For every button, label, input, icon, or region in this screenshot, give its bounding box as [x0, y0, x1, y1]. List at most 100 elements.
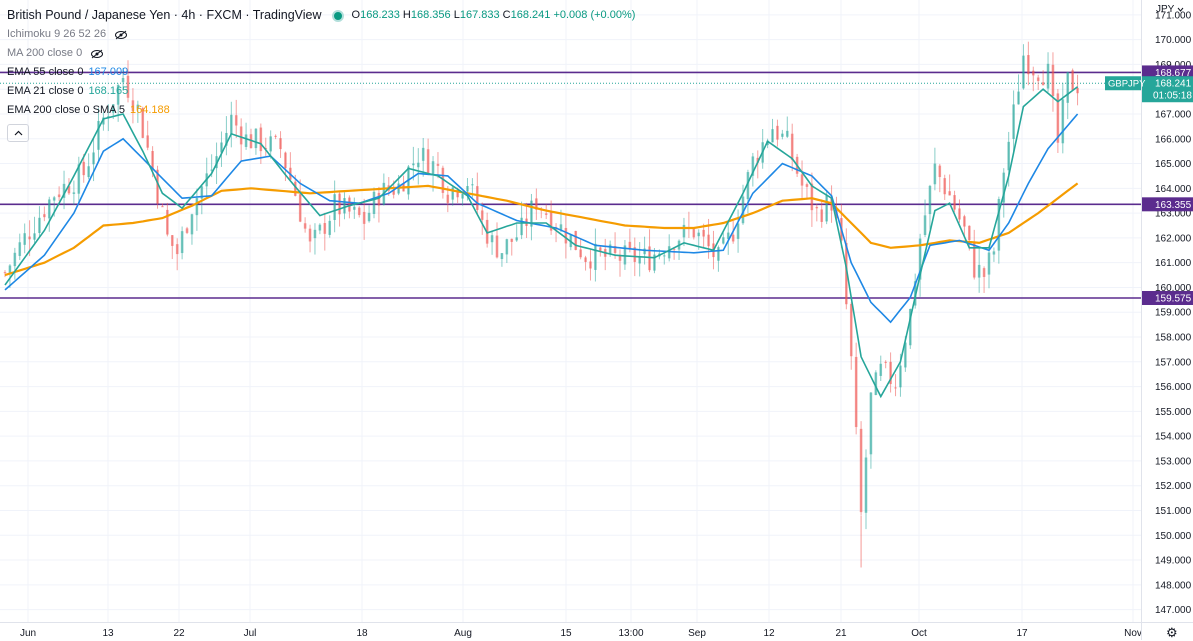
indicator-row[interactable]: EMA 200 close 0 SMA 5 164.188: [7, 101, 635, 120]
candle-body: [92, 152, 95, 165]
candle-body: [348, 197, 351, 212]
price-tick-label: 170.000: [1155, 35, 1192, 46]
candle-body: [1007, 141, 1010, 171]
candle-body: [717, 247, 720, 261]
candle-body: [692, 228, 696, 238]
candle-body: [279, 138, 282, 150]
price-tick-label: 152.000: [1155, 481, 1192, 492]
candle-body: [13, 252, 17, 267]
eye-hidden-icon[interactable]: [90, 49, 104, 59]
candle-body: [790, 133, 794, 160]
indicator-value: 164.188: [130, 104, 170, 116]
currency-dropdown[interactable]: JPY: [1156, 4, 1184, 15]
candle-body: [963, 216, 966, 227]
candle-body: [269, 136, 272, 152]
candle-body: [726, 232, 730, 239]
indicator-value: 167.009: [88, 66, 129, 78]
candle-body: [894, 387, 897, 389]
candle-body: [23, 233, 26, 245]
candle-body: [136, 104, 140, 109]
candle-body: [431, 161, 435, 176]
close-label: C: [502, 9, 511, 21]
market-status-icon: [331, 9, 344, 22]
candle-body: [323, 223, 327, 234]
candle-body: [151, 151, 154, 169]
legend-title-row: British Pound / Japanese Yen · 4h · FXCM…: [7, 6, 635, 25]
candle-body: [328, 220, 332, 235]
candle-body: [618, 254, 622, 261]
candle-body: [977, 264, 981, 278]
open-value: 168.233: [360, 9, 400, 21]
candle-body: [530, 200, 533, 227]
candle-body: [451, 187, 455, 200]
candle-body: [544, 213, 548, 215]
candle-body: [111, 104, 115, 113]
candle-body: [441, 167, 445, 193]
indicator-row[interactable]: MA 200 close 0: [7, 44, 635, 63]
candle-body: [854, 356, 858, 428]
price-tick-label: 149.000: [1155, 556, 1192, 567]
candle-body: [1046, 63, 1050, 89]
indicator-row[interactable]: EMA 55 close 0 167.009: [7, 63, 635, 82]
candle-body: [825, 194, 828, 222]
candle-body: [180, 231, 184, 254]
candle-body: [303, 223, 307, 229]
candle-body: [126, 75, 130, 98]
candle-body: [72, 192, 76, 194]
time-tick-label: 18: [356, 628, 368, 639]
eye-hidden-icon[interactable]: [114, 30, 128, 40]
ema21-line: [4, 86, 1079, 399]
candle-body: [446, 194, 450, 203]
candle-body: [471, 184, 474, 186]
candle-body: [722, 237, 725, 244]
candle-body: [549, 211, 553, 231]
level-marker: [1142, 290, 1193, 305]
candle-body: [879, 363, 883, 376]
candle-body: [170, 235, 174, 246]
candle-body: [3, 272, 7, 274]
candle-body: [175, 244, 179, 255]
candle-body: [412, 163, 415, 166]
price-tick-label: 160.000: [1155, 283, 1192, 294]
candle-body: [313, 229, 317, 239]
candle-body: [958, 208, 961, 220]
candle-body: [495, 235, 499, 258]
candle-body: [515, 237, 518, 241]
time-tick-label: 21: [835, 628, 847, 639]
symbol-title[interactable]: British Pound / Japanese Yen · 4h · FXCM…: [7, 8, 322, 22]
candle-body: [220, 142, 223, 153]
indicator-name: MA 200 close 0: [7, 47, 83, 59]
candle-body: [820, 209, 824, 222]
low-value: 167.833: [459, 9, 500, 21]
price-tick-label: 161.000: [1155, 258, 1192, 269]
candle-body: [599, 247, 602, 251]
candle-body: [116, 85, 120, 105]
price-tick-label: 166.000: [1155, 134, 1192, 145]
level-marker-label: 168.677: [1155, 68, 1192, 79]
collapse-legend-button[interactable]: [7, 124, 29, 142]
candle-body: [815, 206, 819, 209]
level-marker-label: 159.575: [1155, 293, 1192, 304]
candle-body: [234, 115, 238, 126]
settings-gear-icon[interactable]: ⚙: [1166, 625, 1178, 640]
indicator-list: Ichimoku 9 26 52 26 MA 200 close 0 EMA 55 …: [7, 25, 635, 120]
candle-body: [992, 251, 996, 255]
candle-body: [776, 125, 779, 140]
candle-body: [662, 255, 666, 257]
indicator-row[interactable]: EMA 21 close 0 168.165: [7, 82, 635, 101]
candle-body: [190, 214, 194, 235]
price-tick-label: 147.000: [1155, 605, 1192, 616]
candle-body: [948, 191, 951, 196]
indicator-row[interactable]: Ichimoku 9 26 52 26: [7, 25, 635, 44]
candle-body: [805, 184, 809, 187]
candle-body: [741, 196, 745, 224]
candle-body: [298, 194, 302, 222]
candle-body: [426, 149, 430, 175]
last-price-label: 168.241: [1155, 79, 1192, 90]
candle-body: [643, 248, 646, 255]
candle-body: [333, 194, 336, 220]
time-tick-label: 17: [1016, 628, 1028, 639]
candle-body: [1041, 82, 1045, 86]
